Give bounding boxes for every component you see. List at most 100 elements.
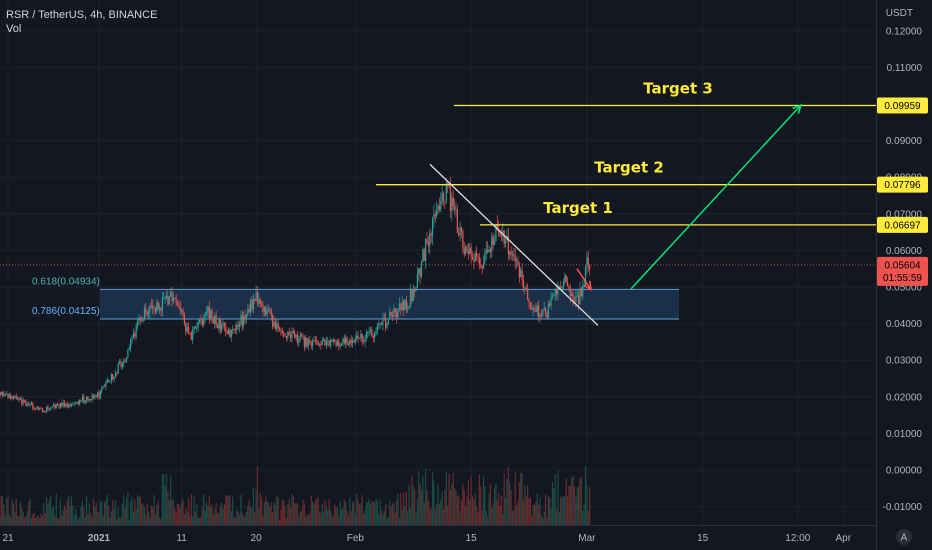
projection-arrow[interactable] (630, 104, 802, 290)
candle-body (369, 329, 372, 332)
volume-indicator-label[interactable]: Vol (6, 23, 22, 35)
volume-bar (474, 493, 476, 525)
volume-bar (430, 508, 432, 525)
volume-bar (328, 498, 330, 525)
candle-body (438, 205, 441, 210)
volume-bars (0, 466, 591, 525)
volume-bar (289, 507, 292, 525)
candle-body (36, 407, 38, 410)
current-price-tag[interactable] (877, 256, 928, 286)
candle-body (128, 348, 130, 350)
pullback-arrow[interactable] (576, 268, 592, 290)
candle-body (514, 256, 516, 262)
candle-body (487, 249, 489, 252)
candle-body (263, 307, 265, 313)
candle-body (467, 251, 469, 255)
fib-786-label[interactable]: 0.786(0.04125) (32, 306, 100, 317)
candle-body (353, 340, 355, 343)
candle-body (163, 298, 165, 299)
candle-body (252, 298, 254, 310)
volume-bar (274, 505, 276, 525)
candle-body (15, 396, 17, 399)
volume-bar (145, 515, 147, 525)
volume-bar (179, 508, 181, 525)
candle-body (179, 306, 181, 311)
volume-bar (218, 513, 220, 525)
candle-body (256, 292, 259, 304)
volume-bar (241, 512, 243, 525)
target-label-3[interactable]: Target 3 (643, 80, 713, 98)
candle-body (503, 230, 505, 244)
candle-body (152, 305, 154, 309)
auto-scale-button[interactable] (896, 529, 912, 545)
descending-trendline[interactable] (429, 163, 599, 326)
candle-body (569, 290, 571, 297)
volume-bar (205, 502, 208, 525)
candle-body (232, 328, 234, 330)
candle-body (364, 338, 366, 343)
candle-body (498, 229, 500, 234)
price-tag-target-3[interactable] (877, 97, 928, 114)
volume-bar (448, 473, 450, 525)
candle-body (496, 224, 498, 230)
symbol-title[interactable]: RSR / TetherUS, 4h, BINANCE (6, 9, 158, 21)
volume-bar (431, 472, 434, 525)
price-tag-target-2[interactable] (877, 176, 928, 193)
time-axis[interactable]: 21 2021 11 20 Feb 15 Mar 15 12:00 Apr A (0, 525, 912, 546)
candle-body (533, 307, 536, 309)
volume-bar (346, 510, 348, 525)
volume-bar (521, 473, 523, 525)
volume-bar (23, 517, 26, 525)
volume-bar (557, 470, 559, 525)
volume-bar (572, 475, 574, 525)
volume-bar (342, 507, 344, 525)
candle-body (538, 305, 540, 318)
candle-body (335, 340, 337, 346)
candle-body (544, 308, 547, 314)
volume-bar (487, 516, 489, 525)
volume-bar (216, 512, 219, 525)
candle-body (347, 344, 350, 345)
volume-bar (387, 517, 390, 525)
currency-label[interactable]: USDT (886, 8, 913, 19)
volume-bar (15, 498, 17, 525)
volume-bar (560, 496, 562, 525)
target-label-1[interactable]: Target 1 (543, 199, 613, 217)
volume-bar (502, 513, 504, 525)
candle-body (276, 323, 278, 330)
candle-body (405, 299, 407, 309)
candle-body (62, 402, 64, 406)
volume-bar (391, 503, 394, 525)
target-label-2[interactable]: Target 2 (594, 159, 664, 177)
volume-bar (394, 511, 396, 525)
volume-bar (408, 484, 410, 525)
volume-bar (252, 488, 254, 525)
candle-body (112, 374, 114, 380)
volume-bar (254, 512, 256, 525)
candle-body (436, 209, 438, 216)
candle-body (238, 324, 241, 327)
volume-bar (91, 517, 93, 525)
volume-bar (132, 512, 135, 525)
candle-body (345, 337, 347, 344)
fib-618-label[interactable]: 0.618(0.04934) (32, 276, 100, 287)
drawings[interactable]: Target 1 Target 2 Target 3 (0, 80, 876, 326)
price-axis[interactable]: 0.120000.110000.100000.090000.080000.070… (876, 0, 932, 550)
candle-body (307, 339, 310, 347)
price-tag-target-1[interactable] (877, 216, 928, 233)
volume-bar (335, 507, 337, 525)
candle-body (32, 402, 34, 409)
volume-bar (386, 519, 388, 525)
candle-body (466, 246, 468, 252)
volume-bar (130, 500, 132, 525)
volume-bar (281, 500, 283, 525)
volume-bar (447, 505, 449, 525)
volume-bar (124, 507, 126, 525)
volume-bar (63, 505, 66, 525)
volume-bar (522, 500, 525, 525)
volume-bar (358, 503, 361, 525)
candle-body (208, 306, 210, 319)
candle-body (575, 295, 577, 302)
